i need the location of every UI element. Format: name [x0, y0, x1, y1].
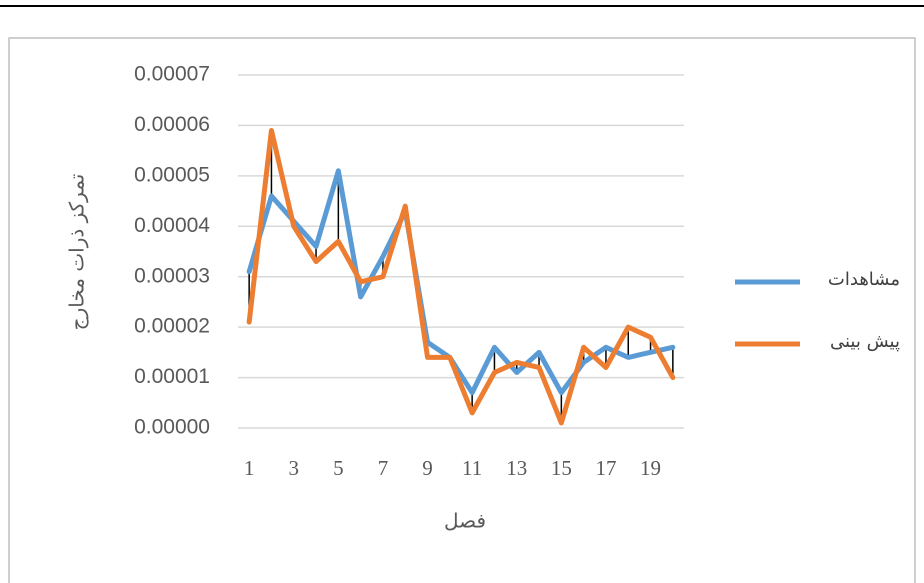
series-line	[246, 168, 676, 396]
x-tick-label: 19	[640, 456, 661, 480]
x-tick-label: 13	[506, 456, 527, 480]
y-axis-title: تمرکز ذرات مخارج	[65, 174, 89, 331]
y-tick-label: 0.00007	[134, 63, 210, 86]
y-tick-label: 0.00005	[134, 163, 210, 186]
y-tick-label: 0.00002	[134, 315, 210, 338]
legend-label: پیش بینی	[830, 331, 900, 352]
x-tick-label: 7	[378, 456, 389, 480]
x-tick-label: 1	[244, 456, 255, 480]
x-tick-label: 3	[289, 456, 300, 480]
y-tick-label: 0.00006	[134, 113, 210, 136]
x-tick-label: 9	[422, 456, 433, 480]
x-tick-label: 17	[595, 456, 616, 480]
y-tick-label: 0.00001	[134, 365, 210, 388]
legend-label: مشاهدات	[828, 269, 900, 290]
y-tick-label: 0.00004	[134, 214, 210, 237]
x-tick-label: 5	[333, 456, 344, 480]
y-tick-label: 0.00003	[134, 264, 210, 287]
x-tick-label: 15	[551, 456, 572, 480]
x-tick-label: 11	[462, 456, 482, 480]
y-tick-label: 0.00000	[134, 416, 210, 439]
series-line	[246, 127, 676, 426]
chart-frame	[8, 37, 916, 583]
x-axis-title: فصل	[444, 509, 486, 533]
